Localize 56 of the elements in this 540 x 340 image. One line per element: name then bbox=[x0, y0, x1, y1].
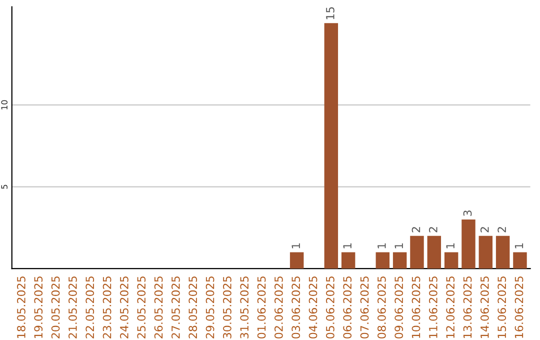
data-label: 1 bbox=[394, 243, 403, 248]
x-tick-label: 18.05.2025 bbox=[17, 276, 26, 338]
x-tick-label: 29.05.2025 bbox=[206, 276, 214, 338]
bar bbox=[462, 220, 476, 269]
x-tick-label: 03.06.2025 bbox=[292, 276, 300, 338]
bar bbox=[410, 236, 424, 269]
data-label: 1 bbox=[343, 243, 352, 248]
x-tick-label: 19.05.2025 bbox=[34, 276, 43, 338]
x-tick-label: 08.06.2025 bbox=[377, 276, 386, 338]
x-tick-label: 16.06.2025 bbox=[514, 276, 524, 338]
x-tick-label: 02.06.2025 bbox=[274, 276, 283, 338]
y-tick-label: 10 bbox=[1, 100, 8, 110]
bar bbox=[444, 252, 458, 269]
bar bbox=[290, 252, 304, 269]
x-tick-label: 01.06.2025 bbox=[257, 276, 266, 338]
x-tick-label: 07.06.2025 bbox=[360, 276, 369, 338]
x-tick-label: 22.05.2025 bbox=[86, 276, 94, 338]
x-tick-label: 21.05.2025 bbox=[68, 276, 77, 338]
bar bbox=[427, 236, 442, 269]
x-tick-label: 11.06.2025 bbox=[428, 276, 438, 338]
x-tick-label: 25.05.2025 bbox=[137, 276, 146, 338]
bar bbox=[392, 252, 407, 269]
x-tick-label: 09.06.2025 bbox=[394, 276, 404, 338]
data-label: 2 bbox=[480, 227, 489, 232]
bar bbox=[478, 236, 493, 269]
x-tick-label: 06.06.2025 bbox=[343, 276, 352, 338]
data-label: 2 bbox=[428, 227, 438, 232]
y-tick-label: 5 bbox=[1, 184, 8, 189]
x-tick-label: 14.06.2025 bbox=[480, 276, 489, 338]
data-label: 1 bbox=[514, 243, 524, 248]
bar bbox=[496, 236, 510, 269]
x-tick-label: 31.05.2025 bbox=[240, 276, 249, 338]
x-tick-label: 04.06.2025 bbox=[308, 276, 318, 338]
x-tick-label: 23.05.2025 bbox=[102, 276, 112, 338]
data-label: 1 bbox=[378, 243, 386, 248]
x-tick-label: 13.06.2025 bbox=[463, 276, 472, 338]
x-tick-label: 24.05.2025 bbox=[120, 276, 128, 338]
bar bbox=[513, 252, 527, 269]
x-tick-label: 15.06.2025 bbox=[498, 276, 506, 338]
x-tick-label: 27.05.2025 bbox=[171, 276, 180, 338]
bar bbox=[376, 252, 390, 269]
data-label: 1 bbox=[292, 243, 300, 248]
x-tick-label: 12.06.2025 bbox=[446, 276, 455, 338]
x-tick-label: 05.06.2025 bbox=[326, 276, 334, 338]
x-tick-label: 28.05.2025 bbox=[188, 276, 198, 338]
bar bbox=[324, 23, 338, 269]
data-label: 3 bbox=[463, 210, 472, 216]
x-tick-label: 20.05.2025 bbox=[51, 276, 60, 338]
data-label: 2 bbox=[412, 227, 420, 232]
x-tick-label: 10.06.2025 bbox=[412, 276, 420, 338]
x-tick-label: 30.05.2025 bbox=[222, 276, 232, 338]
x-tick-label: 26.05.2025 bbox=[154, 276, 163, 338]
data-label: 1 bbox=[446, 243, 454, 248]
data-label: 2 bbox=[498, 227, 506, 232]
bar bbox=[341, 252, 356, 269]
data-label: 15 bbox=[326, 7, 334, 20]
